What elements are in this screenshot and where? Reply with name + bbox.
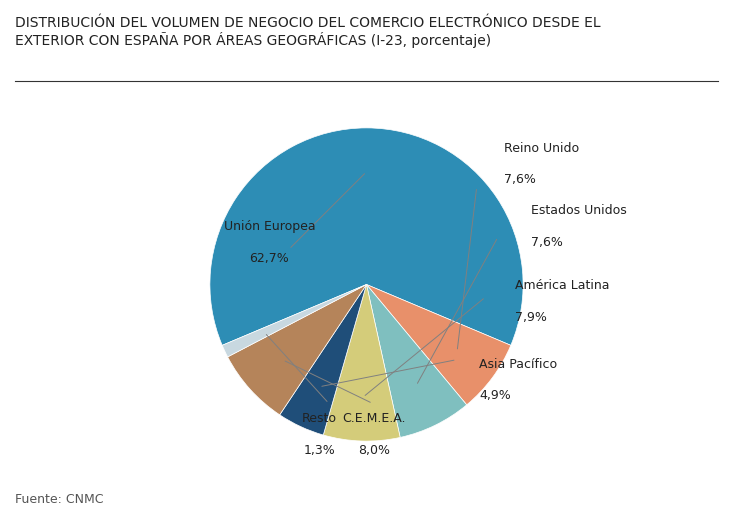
Text: 7,9%: 7,9% (515, 311, 547, 324)
Wedge shape (210, 128, 523, 346)
Text: C.E.M.E.A.: C.E.M.E.A. (342, 412, 406, 425)
Text: 7,6%: 7,6% (531, 236, 563, 249)
Wedge shape (366, 284, 467, 437)
Text: América Latina: América Latina (515, 279, 610, 292)
Text: Unión Europea: Unión Europea (224, 220, 315, 233)
Text: Resto: Resto (302, 412, 337, 425)
Text: 1,3%: 1,3% (303, 444, 336, 457)
Text: DISTRIBUCIÓN DEL VOLUMEN DE NEGOCIO DEL COMERCIO ELECTRÓNICO DESDE EL
EXTERIOR C: DISTRIBUCIÓN DEL VOLUMEN DE NEGOCIO DEL … (15, 16, 600, 48)
Text: Reino Unido: Reino Unido (504, 141, 579, 155)
Text: 8,0%: 8,0% (358, 444, 391, 457)
Text: Fuente: CNMC: Fuente: CNMC (15, 493, 103, 506)
Wedge shape (323, 284, 400, 441)
Wedge shape (280, 284, 366, 435)
Wedge shape (222, 284, 366, 357)
Wedge shape (228, 284, 366, 415)
Text: 7,6%: 7,6% (504, 173, 536, 186)
Text: Asia Pacífico: Asia Pacífico (479, 358, 557, 371)
Wedge shape (366, 284, 511, 405)
Text: Estados Unidos: Estados Unidos (531, 204, 627, 217)
Text: 4,9%: 4,9% (479, 389, 511, 402)
Text: 62,7%: 62,7% (249, 252, 290, 265)
